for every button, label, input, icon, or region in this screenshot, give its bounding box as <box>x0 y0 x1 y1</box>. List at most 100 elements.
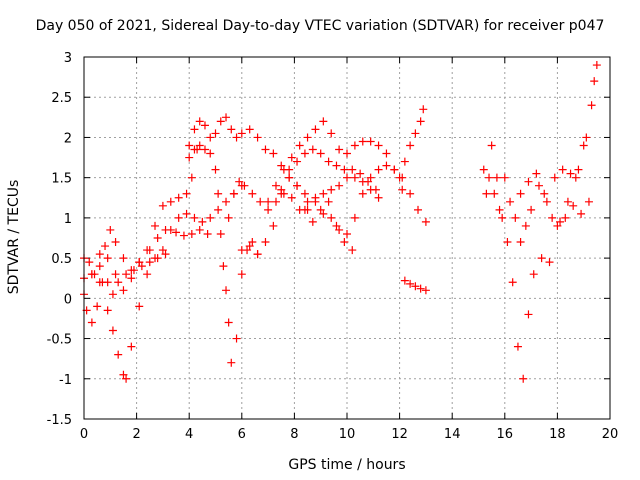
data-point-sat-i <box>311 125 320 134</box>
data-point-sat-i <box>287 153 296 162</box>
data-point-sat-c <box>135 258 144 267</box>
data-point-sat-a <box>103 254 112 263</box>
data-point-sat-p <box>540 189 549 198</box>
data-point-sat-m <box>421 286 430 295</box>
chart-title: Day 050 of 2021, Sidereal Day-to-day VTE… <box>35 18 605 34</box>
data-point-sat-n <box>490 189 499 198</box>
data-point-sat-f <box>232 334 241 343</box>
data-point-sat-o <box>569 201 578 210</box>
data-point-sat-m <box>406 279 415 288</box>
data-point-sat-k <box>421 217 430 226</box>
data-point-sat-g <box>374 193 383 202</box>
data-point-sat-h <box>269 221 278 230</box>
data-point-sat-f <box>222 286 231 295</box>
data-point-sat-c <box>182 189 191 198</box>
data-point-sat-e <box>300 189 309 198</box>
data-point-sat-f <box>248 238 257 247</box>
data-point-sat-d <box>129 266 138 275</box>
data-point-sat-k <box>406 189 415 198</box>
data-point-sat-h <box>332 221 341 230</box>
data-point-sat-l <box>395 173 404 182</box>
data-point-sat-k <box>382 161 391 170</box>
data-point-sat-h <box>293 181 302 190</box>
data-point-sat-e <box>245 125 254 134</box>
data-point-sat-l <box>411 129 420 138</box>
data-point-sat-i <box>319 117 328 126</box>
data-point-sat-b <box>198 217 207 226</box>
data-point-sat-n <box>534 181 543 190</box>
y-tick-label: 1 <box>64 212 72 227</box>
data-point-sat-i <box>366 137 375 146</box>
data-point-sat-n <box>558 165 567 174</box>
data-point-sat-b <box>108 326 117 335</box>
data-point-sat-l <box>419 105 428 114</box>
data-point-sat-a <box>153 234 162 242</box>
data-point-sat-d <box>114 278 123 287</box>
data-point-sat-b <box>182 209 191 218</box>
data-point-sat-p <box>548 213 557 222</box>
data-point-sat-n <box>506 197 515 206</box>
x-tick-label: 6 <box>238 427 246 442</box>
data-point-sat-o <box>577 209 586 218</box>
data-point-sat-o <box>584 197 593 206</box>
data-point-sat-e <box>190 125 199 134</box>
data-point-sat-a <box>127 274 136 283</box>
data-point-sat-i <box>271 181 280 190</box>
x-tick-label: 0 <box>80 427 88 442</box>
data-point-sat-c <box>187 173 196 182</box>
data-point-sat-k <box>319 209 328 218</box>
data-point-sat-c <box>106 225 115 234</box>
data-point-sat-h <box>324 197 333 206</box>
y-tick-label: 2.5 <box>51 91 72 106</box>
data-point-sat-k <box>335 225 344 234</box>
data-point-sat-d <box>145 258 154 267</box>
data-point-sat-o <box>545 258 554 267</box>
data-point-sat-o <box>487 141 496 150</box>
data-point-sat-k <box>311 197 320 206</box>
data-point-sat-a <box>111 270 120 279</box>
data-point-sat-a <box>119 286 128 295</box>
data-point-sat-i <box>358 137 367 146</box>
y-tick-label: 3 <box>64 51 72 66</box>
data-point-sat-o <box>498 213 507 222</box>
data-point-sat-b <box>127 342 136 351</box>
data-point-sat-p <box>587 101 596 110</box>
data-point-sat-n <box>574 165 583 174</box>
data-point-sat-f <box>200 145 209 154</box>
data-point-sat-o <box>561 213 570 222</box>
x-tick-label: 12 <box>391 427 408 442</box>
data-point-sat-l <box>406 141 415 150</box>
data-point-sat-e <box>222 113 231 122</box>
data-point-sat-m <box>416 284 425 293</box>
data-point-sat-n <box>550 173 559 182</box>
data-point-sat-h <box>348 246 357 255</box>
data-point-sat-h <box>316 205 325 214</box>
data-point-sat-e <box>269 149 278 158</box>
data-point-sat-b <box>143 270 152 279</box>
data-point-sat-b <box>166 225 175 234</box>
data-point-sat-i <box>295 141 304 150</box>
plot-frame <box>83 56 611 420</box>
data-point-sat-e <box>211 129 220 138</box>
data-point-sat-b <box>122 374 131 383</box>
data-point-sat-p <box>516 189 525 198</box>
data-point-sat-a <box>187 229 196 238</box>
data-point-sat-e <box>232 133 241 142</box>
data-point-sat-d <box>137 262 146 271</box>
data-point-sat-i <box>343 149 351 158</box>
data-point-sat-d <box>161 250 170 259</box>
data-point-sat-o <box>537 254 546 263</box>
data-point-sat-p <box>579 141 588 150</box>
data-point-sat-d <box>87 318 96 327</box>
data-point-sat-c <box>85 258 94 267</box>
data-point-sat-n <box>527 205 536 214</box>
data-point-sat-e <box>261 145 270 154</box>
data-point-sat-c <box>95 262 104 271</box>
data-point-sat-h <box>340 238 349 247</box>
data-point-sat-p <box>563 197 572 206</box>
data-point-sat-p <box>532 169 541 178</box>
data-point-sat-n <box>479 165 488 174</box>
data-point-sat-n <box>485 173 494 182</box>
data-point-sat-g <box>287 193 296 202</box>
data-point-sat-b <box>206 213 215 222</box>
